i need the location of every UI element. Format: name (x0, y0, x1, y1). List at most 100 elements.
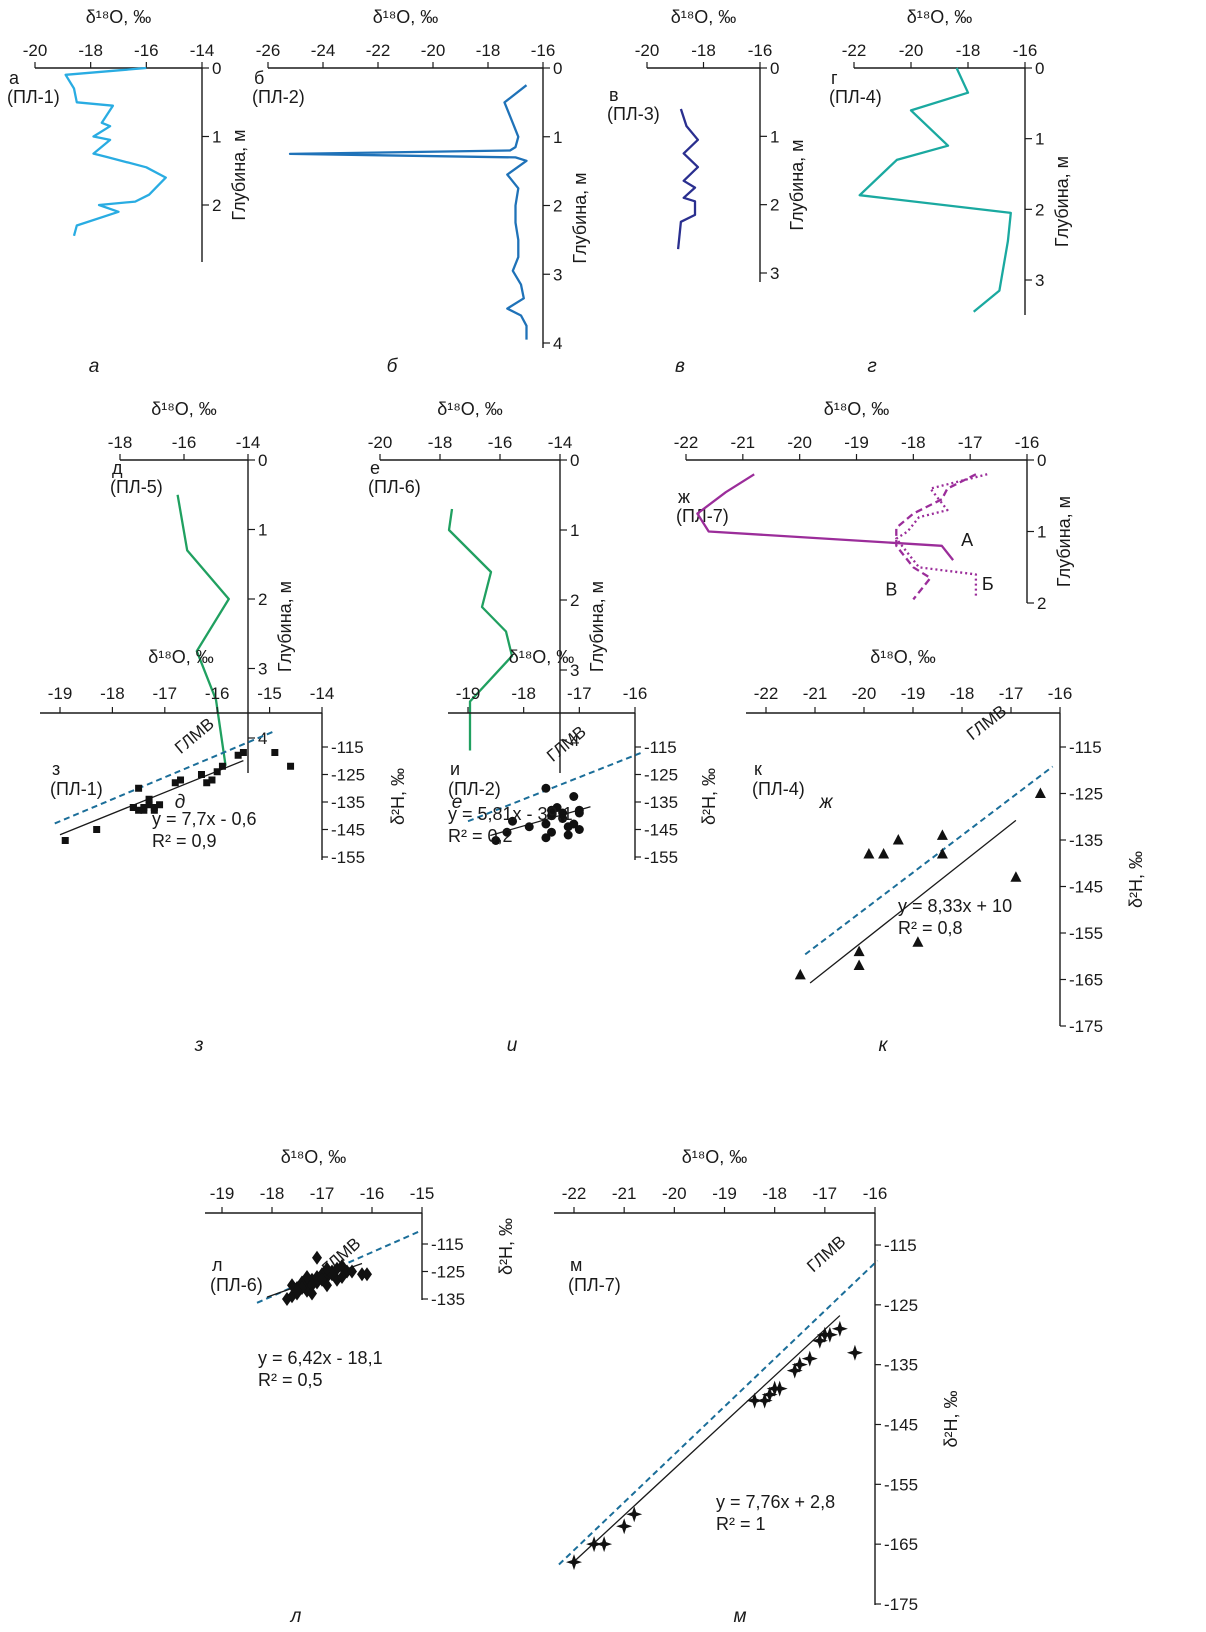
scatter-panel-l: δ¹⁸O, ‰ -19 -18 -17 -16 -15 -115 -125 -135 δ²H, ‰… (205, 1147, 516, 1627)
data-point (61, 837, 69, 844)
panel-site-label: (ПЛ-2) (252, 87, 305, 107)
data-point (831, 1320, 848, 1337)
profile-line (676, 108, 700, 250)
y-tick-label: -125 (1069, 785, 1103, 804)
regression-equation: y = 5,81x - 39,1 (448, 804, 573, 824)
y-tick-label: 1 (553, 128, 562, 147)
data-point (502, 827, 512, 837)
panel-tag: д (112, 458, 123, 478)
y-tick-label: 1 (570, 521, 579, 540)
data-point (524, 822, 534, 832)
x-tick-label: -20 (421, 41, 446, 60)
r-squared: R² = 0,9 (152, 831, 217, 851)
x-tick-label: -21 (612, 1184, 637, 1203)
panel-caption: и (507, 1035, 518, 1056)
y-tick-label: 0 (770, 59, 779, 78)
panel-site-label: (ПЛ-7) (568, 1275, 621, 1295)
x-tick-label: -20 (787, 433, 812, 452)
y-tick-label: -135 (431, 1290, 465, 1309)
panel-tag: ж (678, 487, 690, 507)
y-tick-label: 4 (553, 334, 562, 353)
data-point (271, 749, 279, 756)
y-tick-label: 4 (258, 729, 267, 748)
y-tick-label: 2 (212, 196, 221, 215)
y-tick-label: -135 (644, 793, 678, 812)
profile-line (64, 66, 167, 237)
data-point (558, 814, 568, 823)
data-point (93, 826, 101, 833)
profile-panel-zh: δ¹⁸O, ‰-22 -21 -20 -19 -18 -17 -16012Глубина, … (674, 399, 1074, 813)
data-point (292, 1283, 302, 1298)
data-point (552, 803, 562, 812)
y-tick-label: -115 (884, 1236, 917, 1255)
panel-site-label: (ПЛ-1) (7, 87, 60, 107)
x-tick-label: -22 (842, 41, 867, 60)
panel-site-label: (ПЛ-6) (368, 477, 421, 497)
x-tick-label: -15 (410, 1184, 435, 1203)
x-tick-label: -17 (999, 684, 1024, 703)
scatter-panel-i: δ¹⁸O, ‰ -19 -18 -17 -16 -115 -125 -135 -145 -155 δ… (448, 647, 719, 1056)
y-tick-label: -125 (431, 1263, 465, 1282)
x-tick-label: -18 (260, 1184, 285, 1203)
x-axis-title: δ¹⁸O, ‰ (86, 7, 152, 27)
x-tick-label: -20 (852, 684, 877, 703)
data-point (563, 830, 573, 840)
profile-line-А (696, 473, 955, 561)
panel-caption: ж (818, 792, 833, 813)
data-point (135, 784, 143, 792)
panel-tag: и (450, 759, 460, 779)
y-tick-label: -125 (884, 1296, 918, 1315)
x-tick-label: -21 (731, 433, 756, 452)
y-tick-label: 1 (1037, 523, 1046, 542)
x-axis-title: δ¹⁸O, ‰ (682, 1147, 748, 1167)
data-point (541, 819, 551, 829)
profile-line (447, 508, 514, 751)
data-point (853, 945, 865, 957)
scatter-panel-m: δ¹⁸O, ‰ -22 -21 -20 -19 -18 -17 -16 -115 -125 -135… (554, 1147, 961, 1627)
panel-site-label: (ПЛ-6) (210, 1275, 263, 1295)
x-tick-label: -18 (100, 684, 125, 703)
y-tick-label: -135 (331, 793, 365, 812)
x-tick-label: -18 (691, 41, 716, 60)
x-axis-title: δ¹⁸O, ‰ (824, 399, 890, 419)
x-tick-label: -16 (863, 1184, 888, 1203)
x-tick-label: -22 (562, 1184, 587, 1203)
x-tick-label: -20 (368, 433, 393, 452)
y-tick-label: 1 (258, 521, 267, 540)
panel-caption: з (194, 1035, 204, 1056)
r-squared: R² = 0,8 (898, 918, 963, 938)
y-tick-label: -135 (884, 1356, 918, 1375)
regression-line (573, 1315, 841, 1563)
panel-tag: г (831, 68, 838, 88)
y-tick-label: -145 (1069, 878, 1103, 897)
x-tick-label: -16 (531, 41, 556, 60)
y-tick-label: 2 (1037, 594, 1046, 613)
y-tick-label: 4 (570, 731, 579, 750)
x-tick-label: -14 (310, 684, 335, 703)
gmwl-label: ГЛМВ (803, 1232, 849, 1276)
r-squared: R² = 0,5 (258, 1370, 323, 1390)
x-tick-label: -20 (899, 41, 924, 60)
data-point (596, 1536, 613, 1553)
panel-caption: д (175, 792, 186, 813)
x-tick-label: -16 (172, 433, 197, 452)
y-axis-title: δ²H, ‰ (699, 768, 719, 825)
x-tick-label: -18 (956, 41, 981, 60)
x-tick-label: -19 (844, 433, 869, 452)
profile-line-В (895, 473, 977, 601)
data-point (491, 836, 501, 845)
data-point (307, 1278, 317, 1293)
y-tick-label: -115 (331, 738, 364, 757)
panel-tag: е (370, 458, 380, 478)
x-tick-label: -19 (712, 1184, 737, 1203)
y-tick-label: -115 (431, 1235, 464, 1254)
regression-line (809, 819, 1017, 984)
series-label: А (961, 530, 973, 550)
series-label: Б (982, 574, 994, 594)
panel-tag: а (9, 68, 20, 88)
y-tick-label: -125 (644, 766, 678, 785)
y-tick-label: 2 (258, 590, 267, 609)
